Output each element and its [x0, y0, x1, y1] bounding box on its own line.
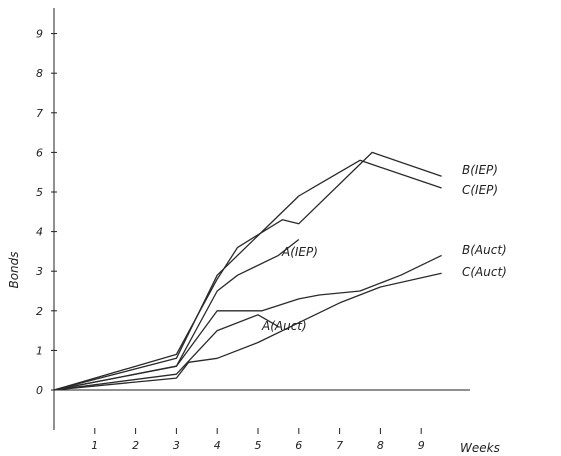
- x-tick-label: 6: [295, 439, 302, 452]
- y-tick-label: 8: [36, 67, 43, 80]
- x-tick-label: 2: [132, 439, 139, 452]
- x-tick-label: 4: [214, 439, 221, 452]
- y-tick-label: 4: [36, 226, 43, 239]
- x-axis-ticks: 1 2 3 4 5 6 7 8 9: [91, 428, 425, 452]
- y-tick-label: 2: [36, 305, 43, 318]
- y-tick-label: 6: [36, 146, 43, 159]
- series-line-c-iep: [53, 159, 442, 391]
- series-line-b-iep: [53, 151, 442, 391]
- series-line-a-auct: [53, 314, 279, 391]
- series-label-b-iep: B(IEP): [462, 163, 498, 177]
- series-line-b-auct: [53, 254, 442, 391]
- y-axis-ticks: 0 1 2 3 4 5 6 7 8 9: [36, 28, 57, 397]
- y-tick-label: 0: [36, 384, 43, 397]
- x-tick-label: 3: [173, 439, 180, 452]
- y-tick-label: 3: [36, 265, 43, 278]
- series-lines: [53, 151, 442, 391]
- x-tick-label: 8: [377, 439, 384, 452]
- x-tick-label: 9: [418, 439, 425, 452]
- x-tick-label: 7: [336, 439, 343, 452]
- series-label-b-auct: B(Auct): [462, 243, 507, 257]
- y-tick-label: 1: [36, 344, 43, 357]
- series-line-c-auct: [53, 272, 442, 391]
- x-tick-label: 5: [255, 439, 262, 452]
- y-axis-label: Bonds: [7, 251, 21, 288]
- series-label-a-iep: A(IEP): [281, 245, 318, 259]
- series-label-c-auct: C(Auct): [462, 265, 507, 279]
- x-axis-label: Weeks: [460, 441, 500, 455]
- series-line-a-iep: [53, 238, 300, 391]
- y-tick-label: 9: [36, 28, 43, 41]
- series-label-c-iep: C(IEP): [462, 183, 498, 197]
- x-tick-label: 1: [91, 439, 98, 452]
- y-tick-label: 5: [36, 186, 43, 199]
- y-tick-label: 7: [36, 107, 43, 120]
- series-label-a-auct: A(Auct): [261, 319, 307, 333]
- series-labels: B(IEP) C(IEP) A(IEP) B(Auct) C(Auct) A(Auct): [261, 163, 507, 333]
